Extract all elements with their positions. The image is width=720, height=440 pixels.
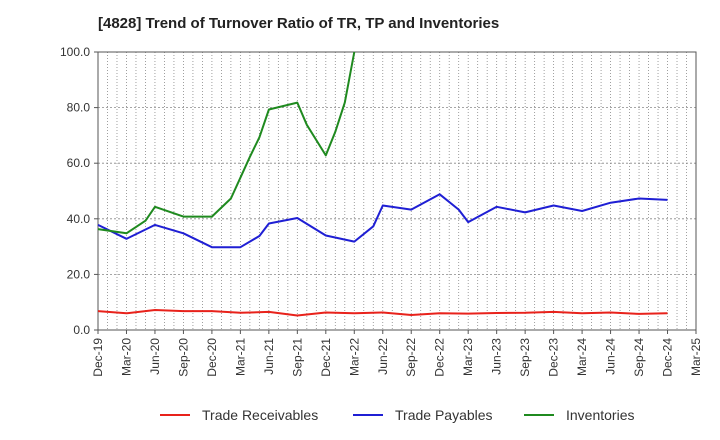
x-tick-label: Jun-24 xyxy=(604,338,618,375)
legend-item: Trade Payables xyxy=(353,403,493,427)
x-tick-label: Dec-24 xyxy=(661,338,675,377)
x-tick-label: Dec-21 xyxy=(319,338,333,377)
axes xyxy=(94,51,697,334)
plot-frame xyxy=(97,51,697,331)
x-tick-label: Sep-23 xyxy=(518,338,532,377)
x-tick-label: Dec-19 xyxy=(91,338,105,377)
x-tick-label: Jun-22 xyxy=(376,338,390,375)
y-tick-label: 0.0 xyxy=(73,323,90,337)
series-line xyxy=(97,51,356,235)
x-tick-labels: Dec-19 Mar-20 Jun-20 Sep-20 Dec-20 Mar-21 Jun-… xyxy=(91,338,703,377)
legend-label: Trade Payables xyxy=(395,407,493,423)
legend-item: Trade Receivables xyxy=(160,403,318,427)
x-tick-label: Mar-24 xyxy=(575,338,589,376)
grid-lines xyxy=(98,51,696,330)
legend-swatch xyxy=(353,414,383,416)
series-line xyxy=(97,309,668,317)
y-tick-labels: 0.0 20.0 40.0 60.0 80.0 100.0 xyxy=(60,45,90,337)
x-tick-label: Sep-22 xyxy=(404,338,418,377)
series-line xyxy=(97,193,668,249)
legend: Trade Receivables Trade Payables Inventori… xyxy=(0,403,720,427)
chart-title: [4828] Trend of Turnover Ratio of TR, TP… xyxy=(98,15,500,32)
y-tick-label: 100.0 xyxy=(60,45,90,59)
y-tick-label: 80.0 xyxy=(67,101,91,115)
x-tick-label: Jun-21 xyxy=(262,338,276,375)
line-chart: 0.0 20.0 40.0 60.0 80.0 100.0 Dec-19 Mar-20 Jun… xyxy=(60,45,703,377)
x-tick-label: Mar-22 xyxy=(347,338,361,376)
legend-swatch xyxy=(524,414,554,416)
x-tick-label: Dec-20 xyxy=(205,338,219,377)
x-tick-label: Dec-23 xyxy=(547,338,561,377)
legend-label: Inventories xyxy=(566,407,635,423)
y-tick-label: 40.0 xyxy=(67,212,91,226)
x-tick-label: Sep-20 xyxy=(176,338,190,377)
x-tick-label: Sep-24 xyxy=(632,338,646,377)
legend-label: Trade Receivables xyxy=(202,407,319,423)
x-tick-label: Jun-23 xyxy=(490,338,504,375)
x-tick-label: Mar-21 xyxy=(233,338,247,376)
x-tick-label: Dec-22 xyxy=(433,338,447,377)
y-tick-label: 20.0 xyxy=(67,267,91,281)
y-tick-label: 60.0 xyxy=(67,156,91,170)
series-lines xyxy=(97,51,668,317)
x-tick-label: Mar-20 xyxy=(119,338,133,376)
x-tick-label: Mar-25 xyxy=(689,338,703,376)
x-tick-label: Mar-23 xyxy=(461,338,475,376)
legend-item: Inventories xyxy=(524,403,634,427)
legend-swatch xyxy=(160,414,190,416)
x-tick-label: Sep-21 xyxy=(290,338,304,377)
x-tick-label: Jun-20 xyxy=(148,338,162,375)
